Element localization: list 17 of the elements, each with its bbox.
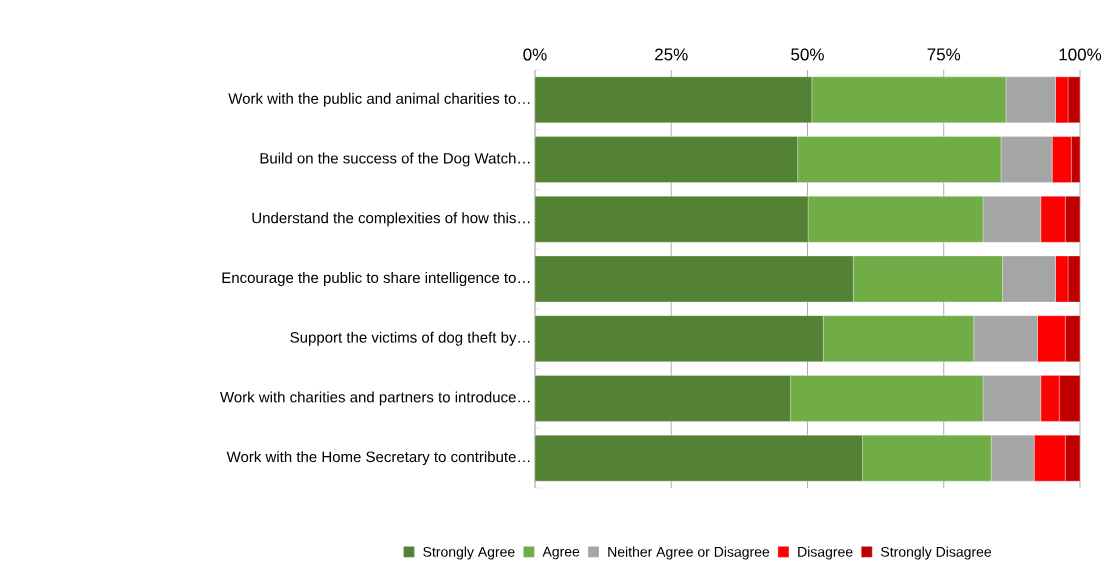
x-tick-label: 50% [791,48,824,61]
y-tick-label: Encourage the public to share intelligence to… [222,272,530,286]
legend-label: Disagree [798,546,853,560]
y-tick-label: Understand the complexities of how this… [252,212,530,227]
legend-label: Neither Agree or Disagree [608,546,770,560]
legend-label: Strongly Disagree [881,546,992,560]
y-tick-label: Work with the Home Secretary to contribute… [226,451,530,466]
y-tick-label: Build on the success of the Dog Watch… [260,152,530,167]
x-tick-label: 100% [1059,48,1102,61]
x-tick-label: 0% [523,48,547,61]
y-tick-label: Work with the public and animal charities to… [228,92,530,107]
y-tick-label: Support the victims of dog theft by… [290,331,530,346]
y-tick-label: Work with charities and partners to introduce… [220,391,530,406]
legend-label: Strongly Agree [423,546,515,560]
x-tick-label: 75% [927,48,961,61]
legend-label: Agree [542,546,580,560]
x-tick-label: 25% [655,48,688,61]
